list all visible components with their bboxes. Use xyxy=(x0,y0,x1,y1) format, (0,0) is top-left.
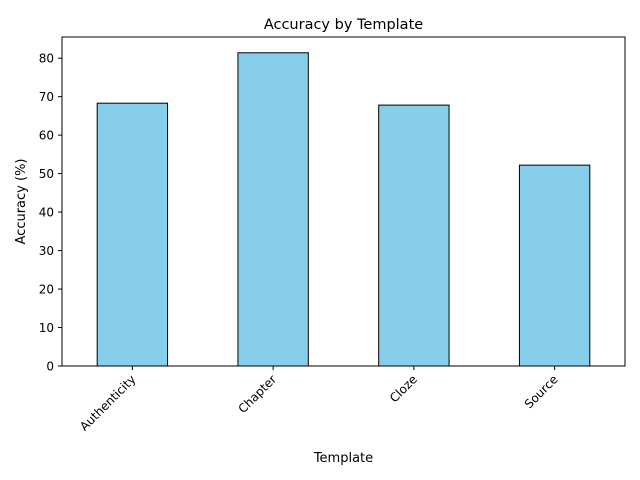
y-tick-label: 0 xyxy=(46,360,54,374)
y-axis-ticks: 0 10 20 30 40 50 60 70 80 xyxy=(39,52,62,374)
y-tick-label: 60 xyxy=(39,129,54,143)
x-axis-label: Template xyxy=(313,451,373,466)
x-tick-label: Source xyxy=(522,372,561,411)
y-axis-label: Accuracy (%) xyxy=(14,159,29,245)
y-tick-label: 20 xyxy=(39,283,54,297)
bar-chapter xyxy=(237,52,309,367)
x-tick-label: Cloze xyxy=(387,372,420,405)
y-tick-label: 80 xyxy=(39,52,54,66)
bars xyxy=(96,52,591,367)
x-tick-label: Chapter xyxy=(235,372,279,416)
plot-frame xyxy=(61,36,626,367)
x-tick-label: Authenticity xyxy=(77,372,138,433)
bar-source xyxy=(518,164,591,367)
y-tick-label: 70 xyxy=(39,90,54,104)
y-tick-label: 50 xyxy=(39,167,54,181)
y-tick-label: 40 xyxy=(39,206,54,220)
y-tick-label: 10 xyxy=(39,321,54,335)
x-axis-ticks: Authenticity Chapter Cloze Source xyxy=(77,366,561,434)
y-tick-label: 30 xyxy=(39,244,54,258)
bar-cloze xyxy=(378,104,450,367)
bar-authenticity xyxy=(96,102,169,367)
chart-title: Accuracy by Template xyxy=(264,17,423,33)
